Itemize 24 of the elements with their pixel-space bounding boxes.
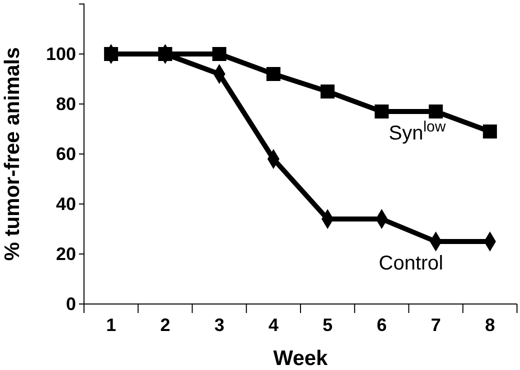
x-tick-label: 5	[322, 314, 333, 335]
x-tick-label: 7	[430, 314, 441, 335]
y-tick-label: 80	[56, 94, 76, 114]
y-tick-label: 20	[56, 244, 76, 264]
point	[266, 67, 280, 81]
x-tick-label: 3	[214, 314, 224, 335]
x-tick-label: 6	[376, 314, 387, 335]
y-tick-label: 0	[66, 294, 76, 314]
point	[374, 104, 389, 118]
y-tick-label: 60	[56, 144, 76, 164]
point	[320, 84, 335, 98]
point	[482, 124, 497, 138]
y-tick-label: 40	[56, 194, 76, 214]
point	[428, 104, 443, 118]
x-tick-label: 8	[484, 314, 495, 335]
point	[212, 47, 226, 61]
y-tick-label: 100	[46, 44, 76, 64]
series-label: Control	[378, 252, 444, 274]
x-axis-title: Week	[273, 347, 328, 370]
x-tick-label: 4	[268, 314, 278, 335]
y-axis-title: % tumor-free animals	[1, 47, 24, 261]
x-tick-label: 1	[106, 314, 116, 335]
series-label: Syn$^{low}$	[388, 118, 446, 144]
x-tick-label: 2	[160, 314, 170, 335]
